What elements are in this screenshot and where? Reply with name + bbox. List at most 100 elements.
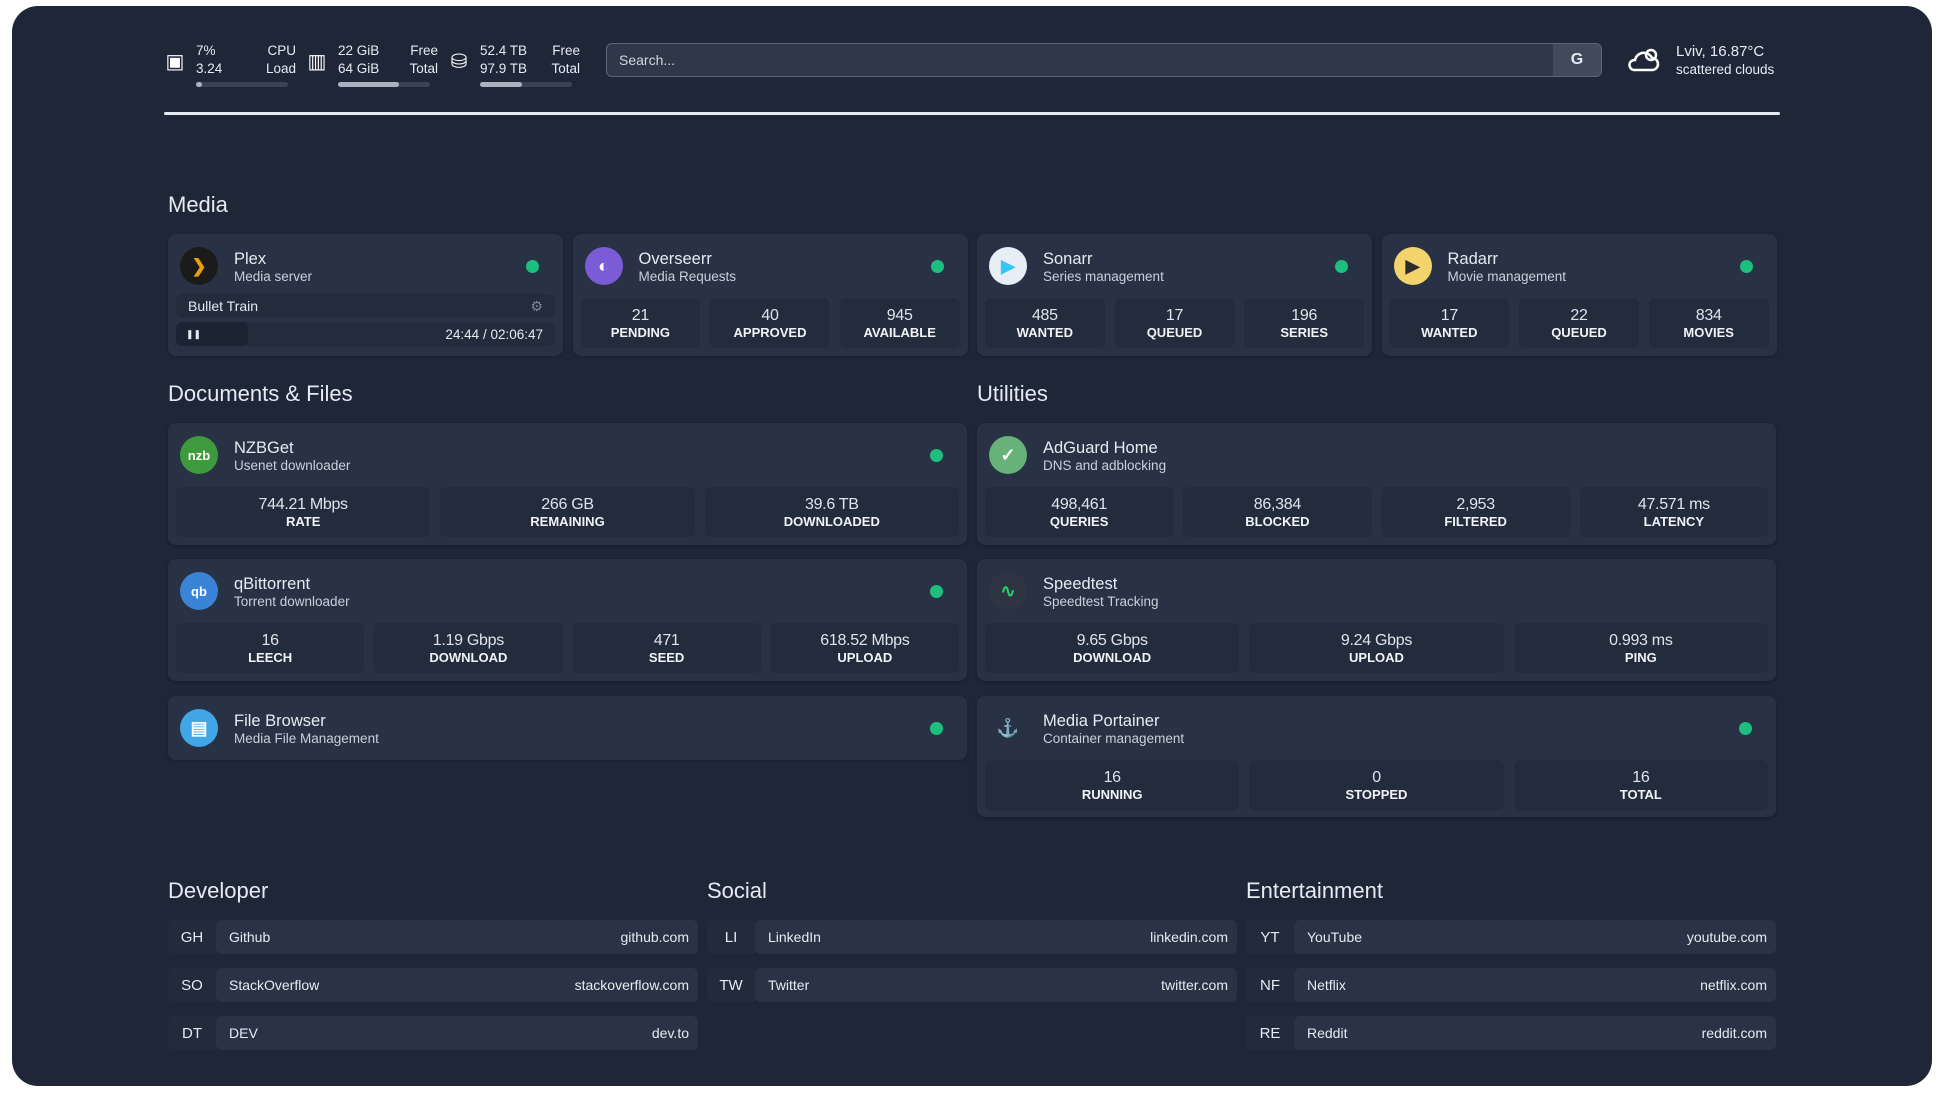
bookmark-link[interactable]: DEV dev.to bbox=[216, 1016, 698, 1050]
bookmark-link[interactable]: Netflix netflix.com bbox=[1294, 968, 1776, 1002]
stats-row: 9.65 Gbps DOWNLOAD 9.24 Gbps UPLOAD 0.993 ms… bbox=[985, 623, 1768, 673]
service-description: Media Requests bbox=[638, 268, 737, 284]
bookmark-linkedin[interactable]: LI LinkedIn linkedin.com bbox=[707, 920, 1237, 954]
cpu-load: 3.24 bbox=[196, 61, 223, 76]
stat-value: 9.24 Gbps bbox=[1340, 631, 1413, 649]
service-card-qbittorrent[interactable]: qb qBittorrent Torrent downloader 16 LEECH 1.… bbox=[168, 559, 967, 681]
bookmark-url: stackoverflow.com bbox=[574, 977, 689, 993]
cpu-usage: 7% bbox=[196, 43, 216, 58]
stat-label: WANTED bbox=[1421, 324, 1478, 340]
bookmark-stackoverflow[interactable]: SO StackOverflow stackoverflow.com bbox=[168, 968, 698, 1002]
stat-remaining: 266 GB REMAINING bbox=[440, 487, 695, 537]
card-title-block: Sonarr Series management bbox=[1043, 249, 1164, 284]
bookmark-youtube[interactable]: YT YouTube youtube.com bbox=[1246, 920, 1776, 954]
bookmark-link[interactable]: StackOverflow stackoverflow.com bbox=[216, 968, 698, 1002]
bookmark-name: Twitter bbox=[768, 977, 810, 993]
service-name: qBittorrent bbox=[234, 574, 311, 593]
qbittorrent-icon: qb bbox=[180, 572, 218, 610]
bookmark-dev[interactable]: DT DEV dev.to bbox=[168, 1016, 698, 1050]
card-header: ▶ Sonarr Series management bbox=[985, 242, 1364, 290]
service-card-radarr[interactable]: ▶ Radarr Movie management 17 WANTED 22 QUEUED 8… bbox=[1381, 234, 1777, 356]
service-description: Torrent downloader bbox=[234, 593, 350, 609]
section-title: Social bbox=[707, 878, 767, 903]
memory-total: 64 GiB bbox=[338, 61, 380, 76]
stat-leech: 16 LEECH bbox=[176, 623, 365, 673]
stat-label: STOPPED bbox=[1345, 786, 1408, 802]
pause-icon[interactable]: ❚❚ bbox=[186, 328, 202, 339]
stat-label: PING bbox=[1624, 649, 1657, 665]
dashboard-window: ▣ 7% 3.24 CPU Load ▥ 22 GiB 64 GiB Free Tota… bbox=[12, 6, 1932, 1086]
stat-wanted: 485 WANTED bbox=[985, 298, 1105, 348]
bookmark-link[interactable]: Twitter twitter.com bbox=[755, 968, 1237, 1002]
stat-label: MOVIES bbox=[1683, 324, 1734, 340]
bookmark-name: YouTube bbox=[1307, 929, 1363, 945]
status-indicator bbox=[1335, 259, 1348, 273]
bookmark-abbreviation: YT bbox=[1246, 920, 1294, 954]
stats-row: 744.21 Mbps RATE 266 GB REMAINING 39.6 TB DOW… bbox=[176, 487, 959, 537]
search-input[interactable] bbox=[607, 44, 1553, 76]
bookmark-link[interactable]: LinkedIn linkedin.com bbox=[755, 920, 1237, 954]
bookmark-reddit[interactable]: RE Reddit reddit.com bbox=[1246, 1016, 1776, 1050]
bookmark-url: twitter.com bbox=[1161, 977, 1228, 993]
bookmark-link[interactable]: YouTube youtube.com bbox=[1294, 920, 1776, 954]
free-label: Free bbox=[410, 43, 438, 58]
stat-label: BLOCKED bbox=[1245, 513, 1310, 529]
service-card-adguard-home[interactable]: ✓ AdGuard Home DNS and adblocking 498,461 QU… bbox=[977, 423, 1776, 545]
stat-value: 17 bbox=[1165, 306, 1184, 324]
card-title-block: Speedtest Speedtest Tracking bbox=[1043, 574, 1159, 609]
stat-movies: 834 MOVIES bbox=[1648, 298, 1769, 348]
bookmark-name: LinkedIn bbox=[768, 929, 821, 945]
bookmark-link[interactable]: Reddit reddit.com bbox=[1294, 1016, 1776, 1050]
card-title-block: Radarr Movie management bbox=[1448, 249, 1567, 284]
stat-label: RATE bbox=[285, 513, 321, 529]
bookmark-abbreviation: NF bbox=[1246, 968, 1294, 1002]
stat-value: 1.19 Gbps bbox=[432, 631, 504, 649]
settings-icon[interactable]: ⚙ bbox=[530, 297, 543, 314]
card-title-block: Overseerr Media Requests bbox=[639, 249, 737, 284]
bookmark-github[interactable]: GH Github github.com bbox=[168, 920, 698, 954]
service-card-nzbget[interactable]: nzb NZBGet Usenet downloader 744.21 Mbps RAT… bbox=[168, 423, 967, 545]
sonarr-icon: ▶ bbox=[989, 247, 1027, 285]
stat-approved: 40 APPROVED bbox=[710, 298, 830, 348]
stat-value: 47.571 ms bbox=[1637, 495, 1710, 513]
stat-value: 196 bbox=[1291, 306, 1318, 324]
bookmark-abbreviation: DT bbox=[168, 1016, 216, 1050]
service-card-sonarr[interactable]: ▶ Sonarr Series management 485 WANTED 17 QUEUE… bbox=[977, 234, 1372, 356]
card-title-block: Media Portainer Container management bbox=[1043, 711, 1184, 746]
stat-value: 86,384 bbox=[1253, 495, 1301, 513]
service-name: NZBGet bbox=[234, 438, 294, 457]
now-playing-title-row: Bullet Train ⚙ bbox=[176, 294, 555, 318]
service-name: Sonarr bbox=[1043, 249, 1093, 268]
service-card-speedtest[interactable]: ∿ Speedtest Speedtest Tracking 9.65 Gbps DOW… bbox=[977, 559, 1776, 681]
stat-queries: 498,461 QUERIES bbox=[985, 487, 1174, 537]
memory-widget: ▥ 22 GiB 64 GiB Free Total bbox=[304, 42, 438, 87]
stat-ping: 0.993 ms PING bbox=[1513, 623, 1768, 673]
cpu-bar bbox=[196, 82, 288, 87]
service-card-overseerr[interactable]: ◐ Overseerr Media Requests 21 PENDING 40 APPRO… bbox=[572, 234, 968, 356]
card-header: ❯ Plex Media server bbox=[176, 242, 555, 290]
bookmark-link[interactable]: Github github.com bbox=[216, 920, 698, 954]
adguard-icon: ✓ bbox=[989, 436, 1027, 474]
cloud-icon bbox=[1628, 48, 1660, 71]
bookmark-name: Github bbox=[229, 929, 271, 945]
stat-rate: 744.21 Mbps RATE bbox=[176, 487, 431, 537]
weather-description: scattered clouds bbox=[1676, 62, 1775, 77]
service-card-plex[interactable]: ❯ Plex Media server Bullet Train ⚙ ❚❚ 24:44 / … bbox=[168, 234, 563, 356]
disk-widget: ⛁ 52.4 TB 97.9 TB Free Total bbox=[446, 42, 580, 87]
stat-value: 21 bbox=[631, 306, 650, 324]
card-header: ✓ AdGuard Home DNS and adblocking bbox=[985, 431, 1768, 479]
bookmark-netflix[interactable]: NF Netflix netflix.com bbox=[1246, 968, 1776, 1002]
stat-blocked: 86,384 BLOCKED bbox=[1183, 487, 1372, 537]
stat-label: RUNNING bbox=[1081, 786, 1143, 802]
service-card-media-portainer[interactable]: ⚓ Media Portainer Container management 16 RU… bbox=[977, 696, 1776, 817]
bookmark-twitter[interactable]: TW Twitter twitter.com bbox=[707, 968, 1237, 1002]
service-name: Radarr bbox=[1447, 249, 1498, 268]
service-name: AdGuard Home bbox=[1043, 438, 1158, 457]
stat-series: 196 SERIES bbox=[1244, 298, 1365, 348]
search-provider-button[interactable]: G bbox=[1553, 44, 1601, 76]
section-title: Developer bbox=[168, 878, 269, 903]
service-card-file-browser[interactable]: ▤ File Browser Media File Management bbox=[168, 696, 967, 760]
cpu-icon: ▣ bbox=[165, 50, 185, 73]
service-description: Speedtest Tracking bbox=[1043, 593, 1159, 609]
cpu-label: CPU bbox=[267, 43, 296, 58]
